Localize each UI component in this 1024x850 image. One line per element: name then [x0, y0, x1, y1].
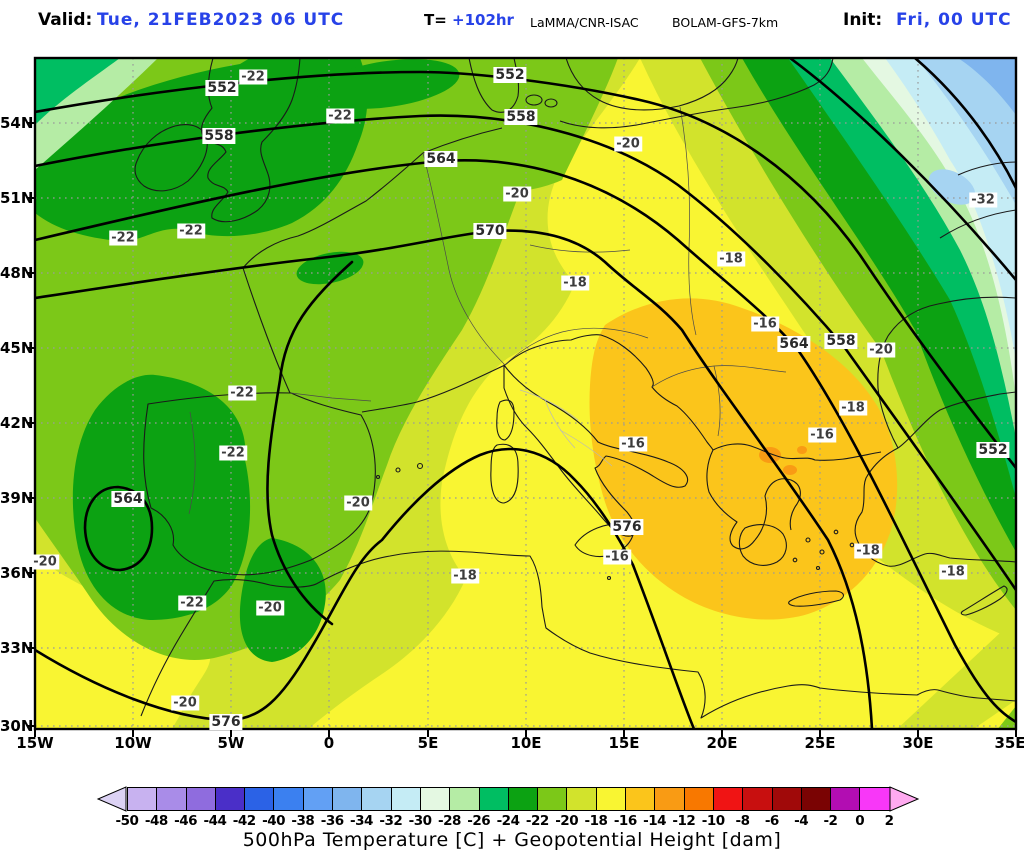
- colorbar-cell: [274, 788, 304, 810]
- colorbar-cell: [508, 788, 539, 810]
- colorbar-cell: [479, 788, 509, 810]
- temp-band-se-corner-green: [997, 706, 1016, 729]
- forecast-hour-value: +102hr: [452, 11, 514, 29]
- colorbar-cell: [215, 788, 246, 810]
- axis-ticks: [27, 122, 1017, 737]
- colorbar-cell: [186, 788, 216, 810]
- colorbar-tick-label: -32: [379, 813, 403, 829]
- colorbar-cell: [655, 788, 685, 810]
- colorbar-cell: [831, 788, 861, 810]
- colorbar-arrows: [96, 786, 920, 812]
- colorbar-tick-label: -6: [764, 813, 780, 829]
- region-borders-italy: [519, 389, 613, 467]
- country-borders: [188, 106, 787, 515]
- forecast-hour-label: T=: [424, 11, 447, 29]
- colorbar-tick-label: -30: [408, 813, 432, 829]
- colorbar-cell: [626, 788, 656, 810]
- colorbar-tick-label: -36: [320, 813, 344, 829]
- temp-core-morocco-dark-green: [239, 538, 326, 662]
- model-name: BOLAM-GFS-7km: [672, 15, 779, 30]
- colorbar-cell: [128, 788, 158, 810]
- colorbar-tick-label: -16: [613, 813, 637, 829]
- colorbar-cell: [772, 788, 802, 810]
- colorbar-tick-label: -28: [437, 813, 461, 829]
- temp-band-se-corner: [897, 618, 1016, 729]
- colorbar-cell: [245, 788, 275, 810]
- colorbar-tick-label: -46: [174, 813, 198, 829]
- temp-spot-dark-orange-2: [783, 465, 797, 475]
- contour-570: [35, 229, 874, 729]
- colorbar-tick-label: -24: [496, 813, 520, 829]
- colorbar-title: 500hPa Temperature [C] + Geopotential He…: [242, 829, 782, 850]
- colorbar-cell: [801, 788, 832, 810]
- colorbar-cell: [362, 788, 392, 810]
- colorbar-tick-label: -12: [672, 813, 696, 829]
- colorbar-tick-label: 2: [884, 813, 894, 829]
- contour-564-closed-low: [83, 485, 154, 572]
- colorbar-right-arrow: [889, 786, 920, 812]
- contour-570-spain-branch: [266, 260, 354, 626]
- contour-540: [913, 58, 1016, 190]
- temp-band--34--32-east: [916, 58, 1016, 205]
- coastlines: [134, 58, 1016, 719]
- colorbar-cell: [391, 788, 421, 810]
- temp-spot-dark-orange-3: [797, 446, 807, 454]
- init-value: Fri, 00 UTC: [896, 10, 1012, 30]
- contour-558: [35, 114, 1016, 592]
- contour-552: [35, 70, 1016, 470]
- colorbar-tick-label: -40: [262, 813, 285, 829]
- colorbar-tick-label: -10: [701, 813, 725, 829]
- valid-label: Valid:: [38, 10, 93, 30]
- geopotential-contours: [35, 58, 1016, 729]
- colorbar-tick-label: -48: [144, 813, 168, 829]
- colorbar-tick-label: -50: [115, 813, 139, 829]
- colorbar-cell: [333, 788, 363, 810]
- colorbar-left-arrow: [96, 786, 127, 812]
- colorbar-legend: -50 -48 -46 -44 -42 -40 -38 -36 -34 -32 -30 -28 -26-…: [0, 780, 1024, 850]
- colorbar-cell: [860, 788, 890, 810]
- colorbar-cell: [596, 788, 627, 810]
- colorbar-cell: [538, 788, 568, 810]
- contour-564: [35, 159, 1016, 724]
- colorbar-tick-label: -26: [467, 813, 491, 829]
- colorbar-cell: [713, 788, 744, 810]
- colorbar-cells: [127, 787, 891, 811]
- temp-band--36--34-corner: [958, 58, 1016, 115]
- colorbar-tick-label: -14: [643, 813, 667, 829]
- colorbar-tick-label: -22: [525, 813, 549, 829]
- colorbar-tick-label: -42: [232, 813, 256, 829]
- colorbar-cell: [743, 788, 773, 810]
- colorbar-tick-label: -44: [203, 813, 227, 829]
- colorbar-tick-label: -18: [584, 813, 608, 829]
- colorbar-cell: [303, 788, 334, 810]
- colorbar-tick-label: -4: [794, 813, 809, 829]
- valid-value: Tue, 21FEB2023 06 UTC: [97, 10, 345, 30]
- colorbar-tick-label: -38: [291, 813, 315, 829]
- source-name: LaMMA/CNR-ISAC: [530, 15, 639, 30]
- colorbar-tick-label: -2: [823, 813, 838, 829]
- colorbar-tick-label: -34: [350, 813, 373, 829]
- temp-wedge-nw-emerald: [35, 58, 120, 125]
- colorbar-cell: [567, 788, 597, 810]
- colorbar-tick-label: -8: [735, 813, 751, 829]
- contour-546: [788, 58, 1016, 282]
- temp-core-uk-dark-green: [35, 58, 368, 242]
- colorbar-cell: [157, 788, 187, 810]
- colorbar-cell: [450, 788, 480, 810]
- init-label: Init:: [843, 10, 883, 30]
- colorbar-cell: [420, 788, 451, 810]
- colorbar-cell: [684, 788, 714, 810]
- colorbar-tick-label: 0: [855, 813, 865, 829]
- colorbar-tick-label: -20: [555, 813, 579, 829]
